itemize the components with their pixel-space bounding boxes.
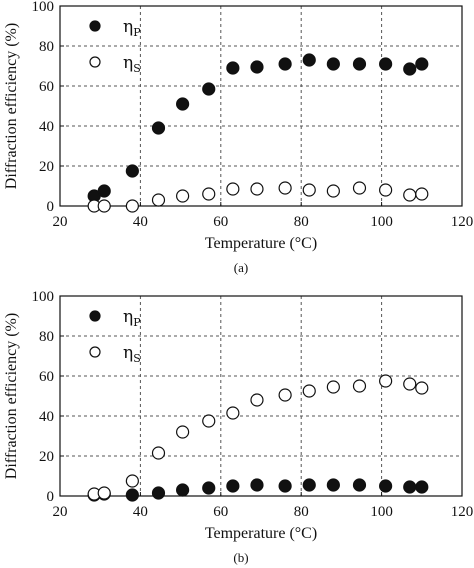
plot-frame (59, 295, 463, 497)
point-eta-s (151, 446, 166, 460)
y-tick-label: 20 (39, 159, 54, 175)
point-eta-p (403, 480, 417, 494)
point-eta-s (415, 381, 429, 395)
point-eta-s (403, 188, 417, 202)
point-eta-s (352, 181, 367, 195)
point-eta-p (250, 60, 264, 74)
x-axis-label: Temperature (°C) (205, 235, 317, 252)
y-tick-label: 60 (39, 79, 54, 95)
point-eta-s (415, 187, 429, 201)
x-tick-label: 120 (451, 504, 474, 520)
y-axis-label: Diffraction efficiency (%) (3, 313, 20, 479)
point-eta-s (326, 184, 340, 198)
x-tick-label: 120 (451, 214, 474, 230)
point-eta-p (176, 97, 190, 111)
x-tick-label: 40 (133, 214, 148, 230)
x-tick-label: 100 (370, 504, 393, 520)
point-eta-p (352, 478, 367, 492)
point-eta-s (278, 388, 292, 402)
point-eta-s (226, 406, 240, 420)
point-eta-s (326, 380, 340, 394)
legend-marker (89, 20, 101, 32)
legend-marker (89, 56, 101, 68)
y-tick-label: 0 (47, 199, 55, 215)
y-tick-label: 20 (39, 449, 54, 465)
point-eta-s (352, 379, 367, 393)
point-eta-p (302, 478, 316, 492)
x-tick-label: 80 (294, 504, 309, 520)
x-tick-label: 100 (370, 214, 393, 230)
point-eta-p (202, 481, 216, 495)
point-eta-p (97, 184, 111, 198)
point-eta-p (278, 479, 292, 493)
point-eta-p (326, 478, 340, 492)
point-eta-p (125, 488, 139, 502)
legend-marker (89, 346, 101, 358)
point-eta-s (226, 182, 240, 196)
point-eta-s (125, 474, 139, 488)
point-eta-p (125, 164, 139, 178)
y-tick-label: 80 (39, 329, 54, 345)
point-eta-s (379, 374, 393, 388)
point-eta-p (379, 479, 393, 493)
y-tick-label: 60 (39, 369, 54, 385)
point-eta-s (302, 384, 316, 398)
point-eta-s (202, 414, 216, 428)
y-tick-label: 100 (32, 0, 55, 15)
point-eta-s (302, 183, 316, 197)
point-eta-s (379, 183, 393, 197)
point-eta-p (326, 57, 340, 71)
point-eta-p (226, 479, 240, 493)
point-eta-s (202, 187, 216, 201)
point-eta-p (151, 121, 166, 135)
x-tick-label: 40 (133, 504, 148, 520)
point-eta-s (176, 425, 190, 439)
point-eta-s (97, 486, 111, 500)
point-eta-p (151, 486, 166, 500)
legend-label: ηS (123, 53, 141, 75)
point-eta-s (97, 199, 111, 213)
point-eta-p (202, 82, 216, 96)
point-eta-s (176, 189, 190, 203)
y-tick-label: 80 (39, 39, 54, 55)
legend-label: ηP (123, 17, 141, 39)
point-eta-p (226, 61, 240, 75)
x-axis-label: Temperature (°C) (205, 525, 317, 542)
point-eta-p (379, 57, 393, 71)
y-tick-label: 0 (47, 489, 55, 505)
point-eta-p (302, 53, 316, 67)
point-eta-s (250, 182, 264, 196)
x-tick-label: 20 (53, 504, 68, 520)
panel-caption: (b) (233, 550, 248, 565)
point-eta-p (250, 478, 264, 492)
y-tick-label: 40 (39, 119, 54, 135)
point-eta-p (415, 480, 429, 494)
legend-label: ηS (123, 343, 141, 365)
point-eta-p (278, 57, 292, 71)
point-eta-s (403, 377, 417, 391)
point-eta-p (352, 57, 367, 71)
legend-marker (89, 310, 101, 322)
y-axis-label: Diffraction efficiency (%) (3, 23, 20, 189)
point-eta-s (151, 193, 166, 207)
x-tick-label: 80 (294, 214, 309, 230)
point-eta-s (278, 181, 292, 195)
point-eta-p (403, 62, 417, 76)
panel-caption: (a) (234, 260, 248, 275)
point-eta-s (250, 393, 264, 407)
point-eta-s (125, 199, 139, 213)
legend-label: ηP (123, 307, 141, 329)
point-eta-p (176, 483, 190, 497)
y-tick-label: 100 (32, 289, 55, 305)
x-tick-label: 60 (213, 504, 228, 520)
point-eta-p (415, 57, 429, 71)
y-tick-label: 40 (39, 409, 54, 425)
x-tick-label: 20 (53, 214, 68, 230)
x-tick-label: 60 (213, 214, 228, 230)
plot-frame (59, 5, 463, 207)
